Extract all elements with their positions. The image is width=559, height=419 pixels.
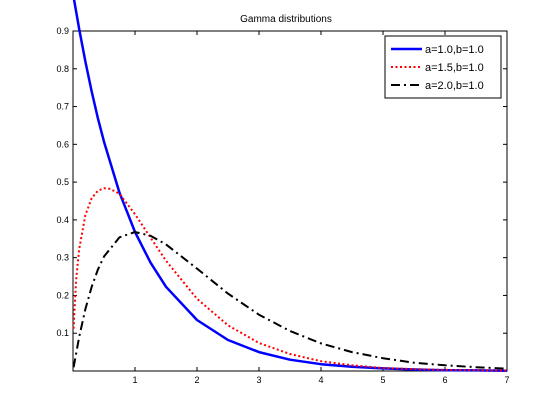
series-line-2 <box>72 187 508 372</box>
y-tick-label: 0.4 <box>56 215 69 225</box>
y-tick-label: 0.6 <box>56 139 69 149</box>
y-tick-label: 0.9 <box>56 26 69 36</box>
legend-label: a=1.5,b=1.0 <box>425 62 484 74</box>
x-tick-label: 2 <box>194 375 199 385</box>
legend-label: a=1.0,b=1.0 <box>425 44 484 56</box>
y-tick-label: 0.8 <box>56 64 69 74</box>
x-tick-label: 7 <box>504 375 509 385</box>
legend-label: a=2.0,b=1.0 <box>425 80 484 92</box>
axis-ticks: 1 2 3 4 5 6 7 0.1 0.2 0.3 0.4 0.5 0.6 0.7 0.8 0.9 <box>56 26 509 385</box>
x-tick-label: 1 <box>132 375 137 385</box>
y-tick-label: 0.1 <box>56 328 69 338</box>
legend-box <box>384 35 502 99</box>
x-tick-label: 3 <box>256 375 261 385</box>
chart-title: Gamma distributions <box>240 14 332 25</box>
y-tick-label: 0.5 <box>56 177 69 187</box>
series-line-1 <box>72 0 508 372</box>
legend: a=1.0,b=1.0 a=1.5,b=1.0 a=2.0,b=1.0 <box>384 35 502 99</box>
y-tick-label: 0.3 <box>56 253 69 263</box>
x-tick-label: 4 <box>318 375 323 385</box>
x-tick-label: 5 <box>380 375 385 385</box>
y-tick-label: 0.2 <box>56 290 69 300</box>
series-lines <box>72 0 508 372</box>
x-tick-label: 6 <box>442 375 447 385</box>
series-line-3 <box>72 231 508 370</box>
y-tick-label: 0.7 <box>56 102 69 112</box>
